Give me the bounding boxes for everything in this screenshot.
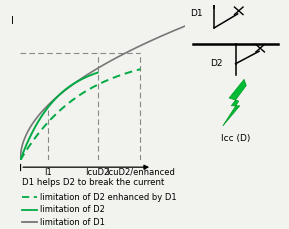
Text: limitation of D2: limitation of D2 (40, 205, 105, 214)
Text: limitation of D1: limitation of D1 (40, 218, 105, 227)
Text: D1 helps D2 to break the current: D1 helps D2 to break the current (22, 178, 164, 187)
Polygon shape (223, 79, 246, 126)
Text: D1: D1 (191, 9, 203, 18)
Text: I: I (11, 16, 13, 26)
Text: IcuD2: IcuD2 (86, 168, 110, 177)
Text: IcuD2/enhanced: IcuD2/enhanced (106, 168, 175, 177)
Text: I1: I1 (44, 168, 52, 177)
Text: Icc (D): Icc (D) (221, 134, 250, 143)
Text: limitation of D2 enhanced by D1: limitation of D2 enhanced by D1 (40, 193, 177, 202)
Text: D2: D2 (210, 59, 222, 68)
